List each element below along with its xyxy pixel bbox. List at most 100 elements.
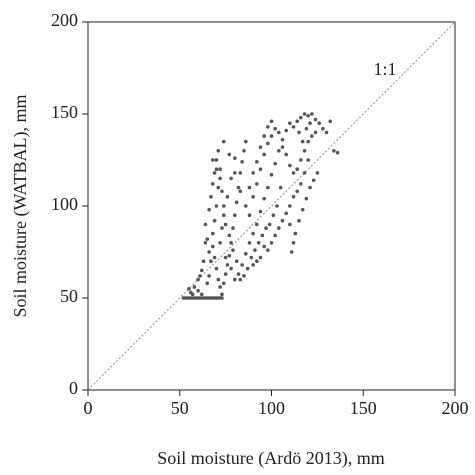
scatter-point xyxy=(212,255,217,260)
scatter-point xyxy=(308,121,312,125)
scatter-point xyxy=(221,204,226,208)
scatter-point xyxy=(205,281,210,286)
scatter-point xyxy=(258,255,263,260)
scatter-point xyxy=(262,244,266,249)
scatter-point xyxy=(284,211,288,216)
scatter-point xyxy=(214,266,219,271)
scatter-point xyxy=(244,252,248,256)
scatter-point xyxy=(295,167,299,171)
scatter-point xyxy=(258,167,263,171)
scatter-point xyxy=(302,149,307,153)
annotation: 1:1 xyxy=(373,59,396,79)
scatter-point xyxy=(233,171,237,175)
scatter-point xyxy=(216,185,221,190)
scatter-point xyxy=(280,145,285,149)
scatter-point xyxy=(280,218,285,223)
scatter-point xyxy=(199,268,204,273)
scatter-point xyxy=(264,226,268,230)
scatter-point xyxy=(277,149,281,153)
scatter-point xyxy=(238,171,243,175)
scatter-point xyxy=(275,204,279,208)
scatter-point xyxy=(196,277,200,282)
scatter-point xyxy=(220,189,224,194)
scatter-point xyxy=(233,277,237,282)
y-tick-label: 0 xyxy=(69,378,78,398)
scatter-point xyxy=(225,195,230,199)
scatter-point xyxy=(223,255,228,260)
scatter-point xyxy=(229,266,233,271)
scatter-point xyxy=(284,128,288,133)
scatter-point xyxy=(311,178,316,183)
scatter-point xyxy=(302,171,307,175)
scatter-point xyxy=(280,137,285,142)
scatter-point xyxy=(216,149,221,153)
scatter-point xyxy=(247,213,252,217)
scatter-point xyxy=(300,139,305,144)
scatter-point xyxy=(266,185,270,190)
scatter-point xyxy=(242,274,246,278)
scatter-point xyxy=(313,130,318,135)
scatter-point xyxy=(234,259,239,264)
scatter-point xyxy=(332,149,336,153)
scatter-point xyxy=(255,222,259,227)
scatter-point xyxy=(198,274,202,278)
scatter-point xyxy=(251,263,255,267)
y-axis-title: Soil moisture (WATBAL), mm xyxy=(10,95,31,318)
x-tick-label: 100 xyxy=(258,398,285,418)
scatter-point xyxy=(262,152,266,157)
x-tick-label: 0 xyxy=(84,398,93,418)
scatter-point xyxy=(324,130,329,135)
scatter-point xyxy=(258,145,263,149)
y-tick-label: 100 xyxy=(51,194,78,214)
scatter-point xyxy=(255,160,259,164)
scatter-point xyxy=(321,126,325,131)
scatter-point xyxy=(221,213,226,217)
scatter-point xyxy=(231,248,235,252)
scatter-point xyxy=(225,263,230,267)
scatter-point xyxy=(277,130,281,135)
x-tick-label: 50 xyxy=(171,398,189,418)
scatter-point xyxy=(262,196,266,201)
scatter-point xyxy=(306,158,311,162)
scatter-point xyxy=(249,255,254,260)
scatter-point xyxy=(251,231,255,236)
scatter-point xyxy=(190,292,195,297)
scatter-point xyxy=(273,233,277,238)
scatter-point xyxy=(310,112,314,116)
scatter-point xyxy=(315,171,320,175)
scatter-point xyxy=(220,292,224,297)
scatter-point xyxy=(236,272,241,276)
scatter-point xyxy=(238,277,243,282)
scatter-point xyxy=(207,250,211,254)
scatter-point xyxy=(269,172,274,177)
scatter-point xyxy=(302,112,307,116)
scatter-point xyxy=(216,277,221,282)
scatter-point xyxy=(212,218,217,223)
scatter-point xyxy=(245,266,250,271)
scatter-point xyxy=(269,134,274,138)
scatter-point xyxy=(233,213,237,217)
scatter-point xyxy=(220,296,224,300)
x-tick-label: 200 xyxy=(442,398,469,418)
scatter-point xyxy=(244,204,248,208)
scatter-point xyxy=(277,226,281,230)
scatter-point xyxy=(220,226,224,230)
scatter-point xyxy=(299,182,303,186)
scatter-point xyxy=(317,121,322,125)
scatter-point xyxy=(255,259,259,264)
scatter-point xyxy=(203,222,208,227)
scatter-point xyxy=(293,231,298,236)
scatter-point xyxy=(210,244,215,249)
scatter-point xyxy=(221,281,226,286)
scatter-point xyxy=(271,213,276,217)
scatter-point xyxy=(306,139,311,144)
scatter-point xyxy=(262,134,266,138)
scatter-point xyxy=(284,152,288,157)
y-tick-label: 200 xyxy=(51,10,78,30)
scatter-point xyxy=(266,125,270,129)
scatter-point xyxy=(278,185,283,190)
scatter-point xyxy=(269,119,274,124)
scatter-point xyxy=(227,233,232,238)
scatter-point xyxy=(310,134,314,138)
